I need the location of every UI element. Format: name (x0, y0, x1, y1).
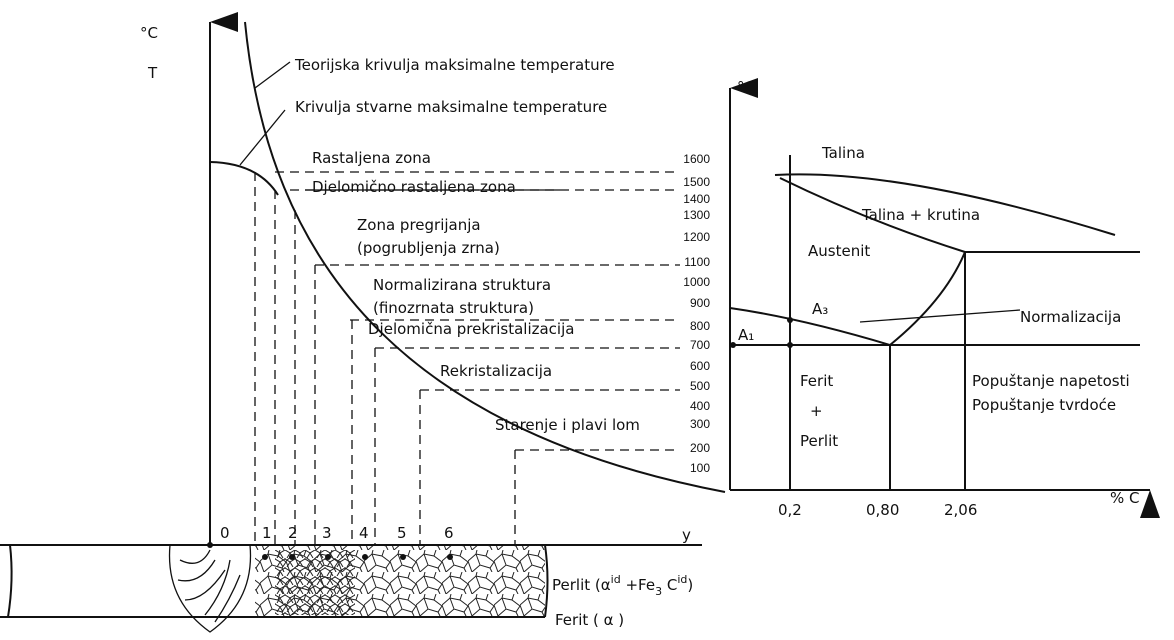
label: Normalizacija (1020, 308, 1121, 326)
perlit: Perlit (αid +Fe3 Cid) (552, 573, 693, 598)
t: +Fe (621, 576, 655, 594)
axis-label: y (682, 526, 691, 544)
curves (209, 21, 726, 493)
scale-label: 800 (690, 319, 710, 333)
zone-label: Djelomično rastaljena zona (312, 178, 516, 196)
scale-label: 700 (690, 338, 710, 352)
zone-number: 5 (397, 524, 407, 542)
line-label: A₁ (738, 326, 754, 344)
phase-lines (729, 155, 1140, 490)
t: C (662, 576, 677, 594)
scale-label: 1500 (683, 175, 710, 189)
zone-label: Djelomična prekristalizacija (368, 320, 574, 338)
symbol: T (147, 64, 158, 82)
scale-label: 300 (690, 417, 710, 431)
zone-number: 4 (359, 524, 369, 542)
zone-number: 2 (288, 524, 298, 542)
scale-label: 1600 (683, 152, 710, 166)
ferit: Ferit ( α ) (555, 611, 624, 629)
scale-label: 500 (690, 379, 710, 393)
zone-label: Starenje i plavi lom (495, 416, 640, 434)
zone-label: Rekristalizacija (440, 362, 552, 380)
t: 3 (655, 585, 662, 598)
zone-label: (pogrubljenja zrna) (357, 239, 500, 257)
unit: °C (140, 24, 158, 42)
x-axis-label: % C (1110, 489, 1140, 507)
label: Popuštanje napetosti (972, 372, 1130, 390)
scale-label: 1100 (684, 255, 710, 269)
zone-label: Rastaljena zona (312, 149, 431, 167)
scale-label: 900 (690, 296, 710, 310)
t: id (611, 573, 621, 586)
axes (209, 12, 1160, 546)
region: Perlit (800, 432, 838, 450)
region: + (810, 402, 823, 420)
line-label: A₃ (812, 300, 828, 318)
zone-number: 3 (322, 524, 332, 542)
scale-label: 1200 (683, 230, 710, 244)
zone-number: 0 (220, 524, 230, 542)
dashed-lines (254, 171, 680, 545)
zone-label: Zona pregrijanja (357, 216, 481, 234)
zone-number: 6 (444, 524, 454, 542)
x-label: 2,06 (944, 501, 977, 519)
t: Perlit ( (552, 576, 601, 594)
region: Talina + krutina (861, 206, 980, 224)
zone-label: (finozrnata struktura) (373, 299, 534, 317)
curve-label: Krivulja stvarne maksimalne temperature (295, 98, 607, 116)
scale-label: 200 (690, 441, 710, 455)
scale-label: 1400 (683, 192, 710, 206)
zone-label: Normalizirana struktura (373, 276, 551, 294)
zone-number: 1 (262, 524, 272, 542)
t: id (677, 573, 687, 586)
region: Austenit (808, 242, 870, 260)
label: Popuštanje tvrdoće (972, 396, 1116, 414)
region: Ferit (800, 372, 833, 390)
region: Talina (821, 144, 865, 162)
scale-label: 100 (690, 461, 710, 475)
unit: °C (737, 78, 755, 96)
zone-dots (207, 542, 453, 560)
scale-label: 1300 (683, 208, 710, 222)
x-label: 0,80 (866, 501, 899, 519)
t: α (601, 576, 611, 594)
scale-label: 1000 (683, 275, 710, 289)
scale-label: 600 (690, 359, 710, 373)
x-label: 0,2 (778, 501, 802, 519)
curve-label: Teorijska krivulja maksimalne temperatur… (294, 56, 615, 74)
scale-label: 400 (690, 399, 710, 413)
t: ) (687, 576, 693, 594)
